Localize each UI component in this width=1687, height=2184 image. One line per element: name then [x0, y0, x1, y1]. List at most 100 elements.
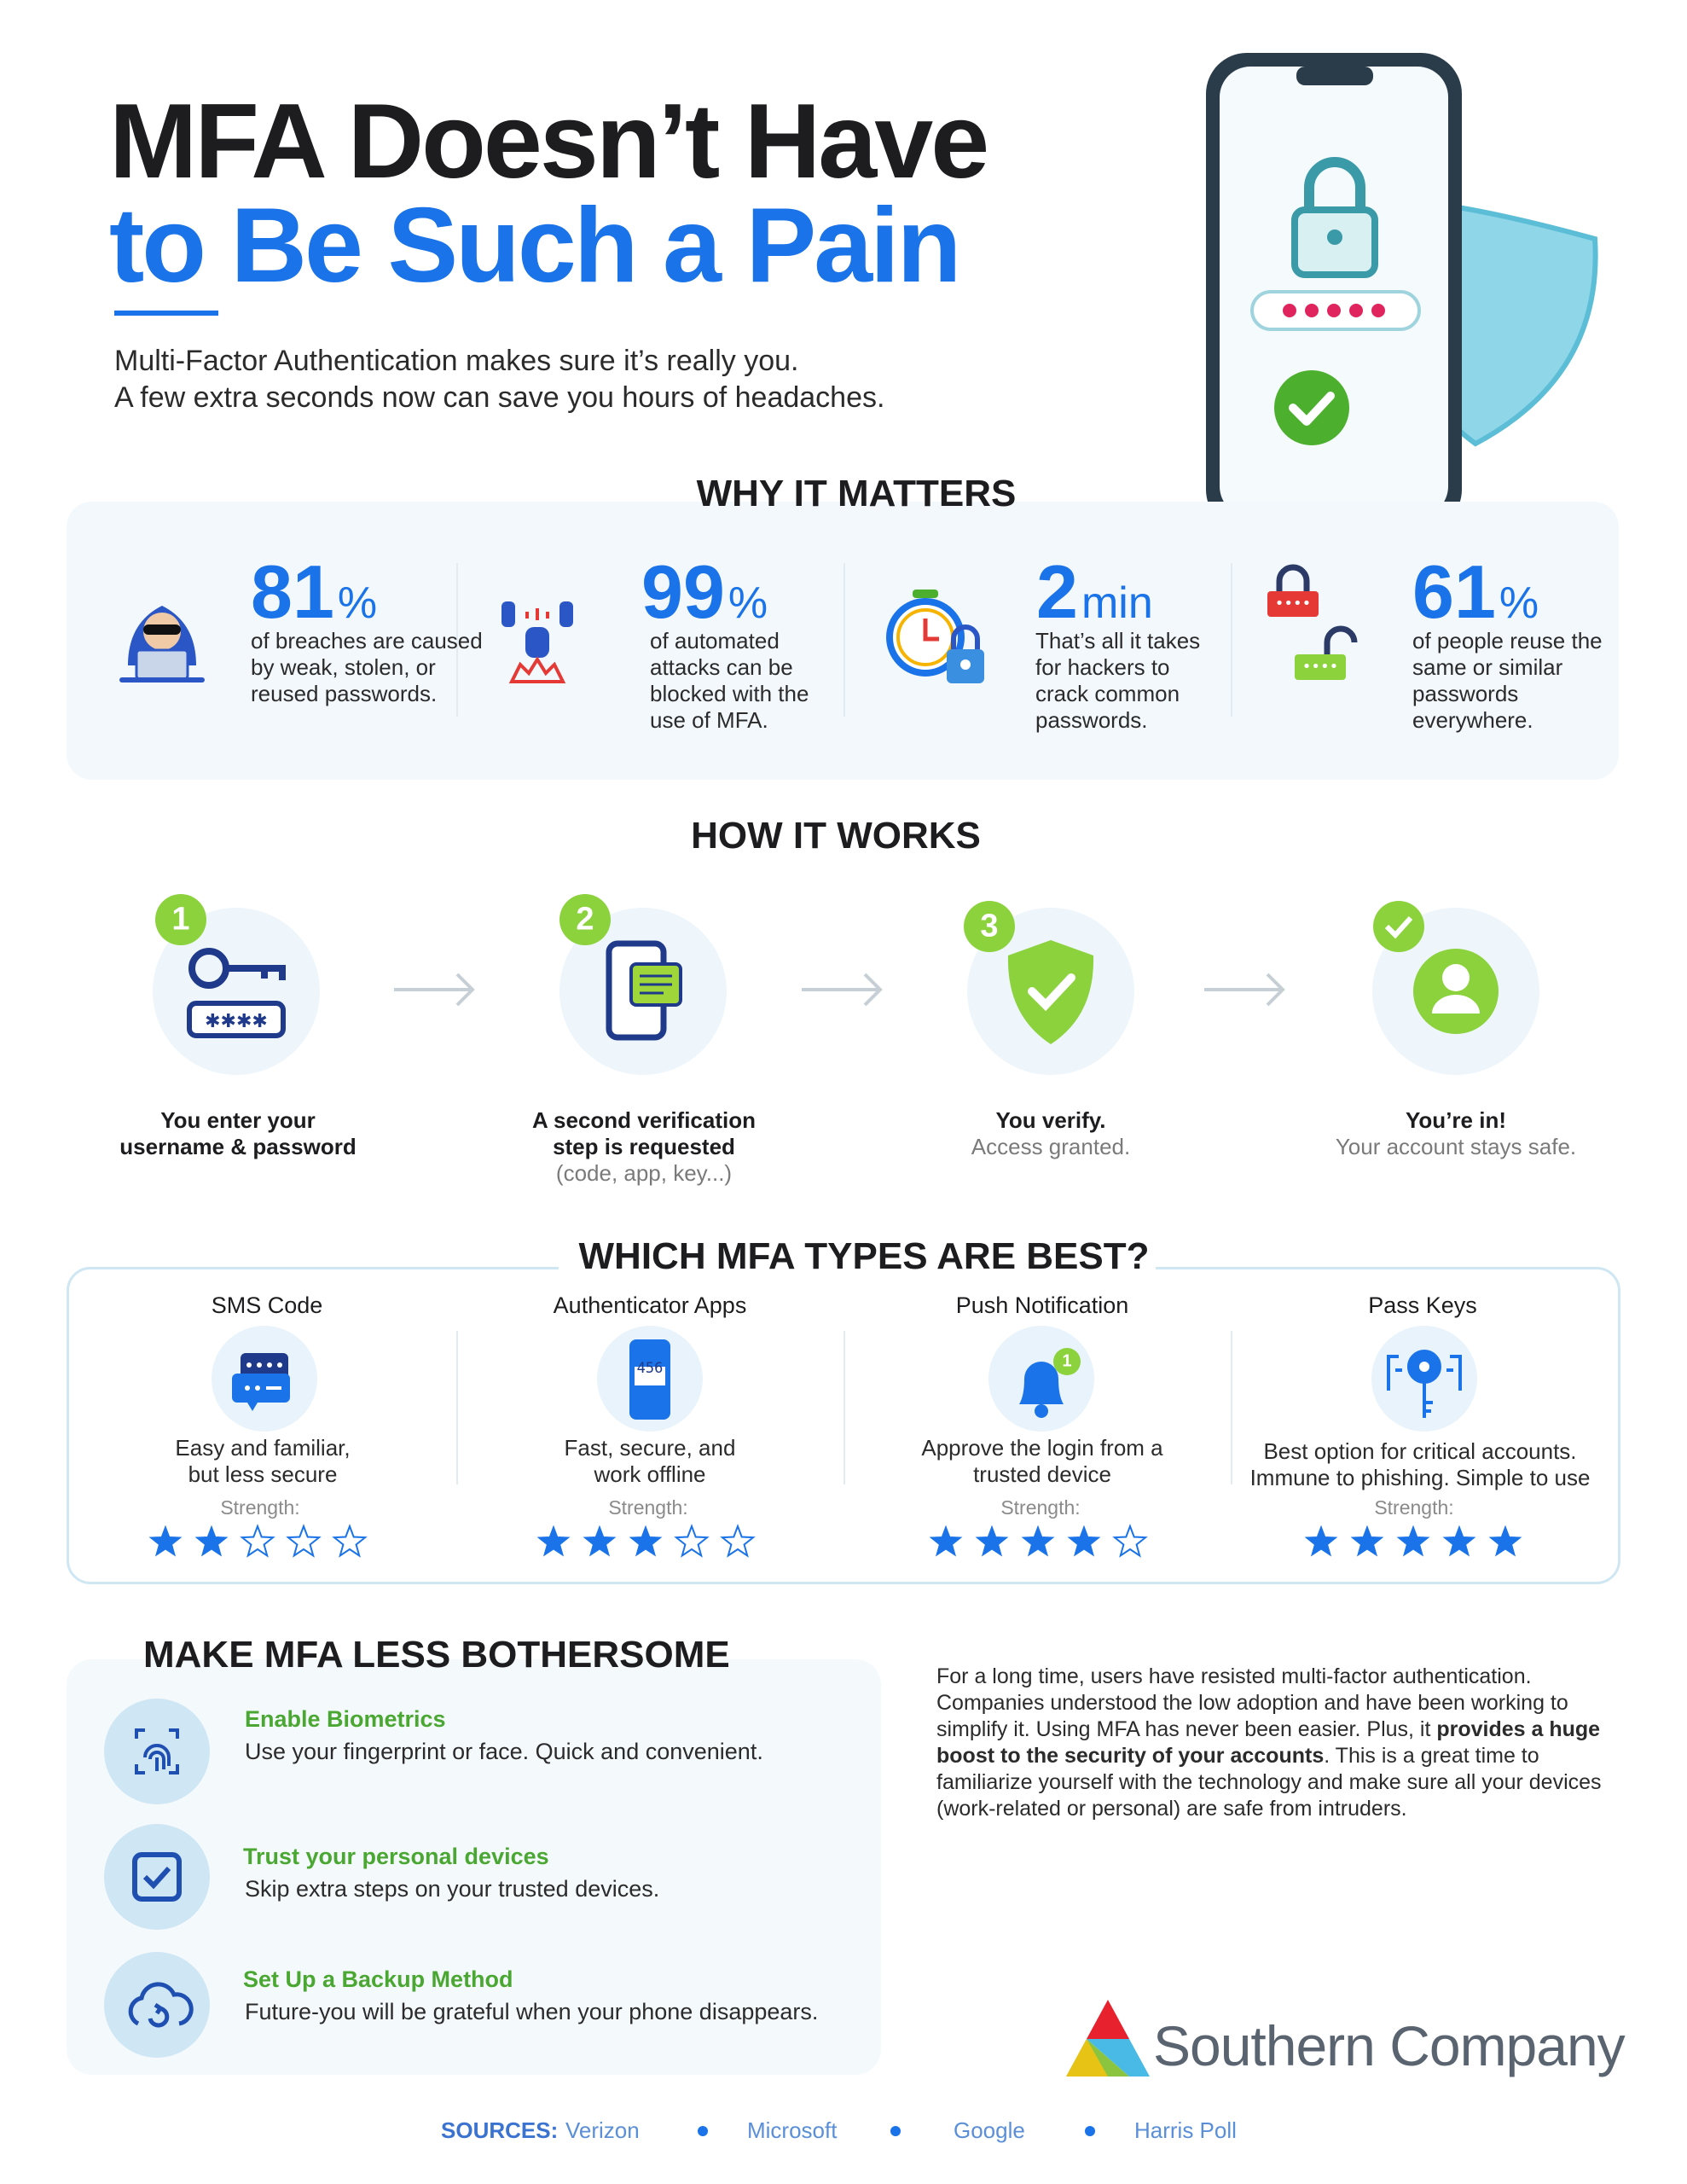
star-empty [1112, 1524, 1148, 1558]
step-number: 2 [576, 901, 594, 938]
text: A second verification step is requested [532, 1107, 756, 1159]
divider [844, 1331, 845, 1484]
strength-stars [929, 1524, 1148, 1558]
bullet [1085, 2126, 1095, 2136]
type-text: Approve the login from a trusted device [921, 1435, 1163, 1487]
text: % [1499, 578, 1539, 628]
strength-label: Strength: [1000, 1496, 1081, 1519]
tip-title: Enable Biometrics [245, 1706, 446, 1732]
type-icon-circles [212, 1326, 1477, 1432]
phone-chat-icon [606, 940, 682, 1041]
star-filled [536, 1525, 571, 1557]
icon-code: 456 [636, 1360, 664, 1377]
step-caption: You verify. Access granted. [906, 1107, 1196, 1160]
divider [1231, 563, 1232, 717]
step-caption: A second verification step is requested(… [525, 1107, 763, 1187]
divider [844, 563, 845, 717]
heading-gap [559, 1254, 1156, 1280]
text: 2 [1036, 549, 1078, 634]
text: For a long time, users have resisted mul… [936, 1664, 1568, 1741]
text: Access granted. [971, 1134, 1131, 1159]
step-arrows [394, 973, 1285, 1007]
section-heading: WHY IT MATTERS [696, 473, 1017, 514]
sources-label: SOURCES: [441, 2117, 559, 2143]
star-filled [1304, 1525, 1338, 1557]
text: 61 [1412, 549, 1496, 634]
tip-text: Skip extra steps on your trusted devices… [245, 1876, 660, 1902]
tip-text: Use your fingerprint or face. Quick and … [245, 1739, 763, 1764]
stat-text: of automated attacks can be blocked with… [650, 628, 809, 733]
star-filled [1067, 1525, 1101, 1557]
divider [1231, 1331, 1232, 1484]
text: % [728, 578, 768, 628]
tip-title: Set Up a Backup Method [243, 1966, 513, 1992]
stats-panel [67, 502, 1619, 780]
stat-number: 81% [251, 555, 377, 630]
divider [456, 1331, 458, 1484]
step-badges [155, 894, 1424, 952]
star-empty [286, 1524, 322, 1558]
text: 81 [251, 549, 334, 634]
locks-icon: •••• •••• [1267, 564, 1358, 680]
star-filled [1350, 1525, 1384, 1557]
logo-text: Southern Company [1153, 2014, 1626, 2077]
text: . This is a great time to familiarize yo… [936, 1744, 1602, 1821]
bell-icon [1019, 1348, 1081, 1418]
tip-icons [104, 1699, 210, 2058]
star-filled [975, 1525, 1009, 1557]
type-text: Fast, secure, and work offline [564, 1435, 736, 1487]
star-filled [929, 1525, 963, 1557]
svg-text:✱✱✱✱: ✱✱✱✱ [205, 1011, 268, 1032]
source: Microsoft [747, 2117, 838, 2143]
type-name: Pass Keys [1368, 1292, 1477, 1318]
star-filled [1021, 1525, 1055, 1557]
hacker-icon [119, 606, 205, 682]
fingerprint-icon [135, 1728, 179, 1774]
cloud-icon [128, 1982, 194, 2028]
attack-icon [501, 601, 573, 683]
user-icon [1413, 949, 1499, 1034]
checkbox-icon [132, 1852, 182, 1902]
star-filled [1396, 1525, 1430, 1557]
title-line: to Be Such a Pain [109, 187, 961, 305]
strength-stars [1304, 1525, 1522, 1557]
type-name: Push Notification [955, 1292, 1129, 1318]
section-heading: MAKE MFA LESS BOTHERSOME [143, 1634, 730, 1676]
text: You’re in! [1406, 1107, 1506, 1133]
strength-stars [148, 1524, 368, 1558]
check-mark [1289, 392, 1335, 426]
text: You verify. [995, 1107, 1106, 1133]
star-empty [332, 1524, 368, 1558]
lock-hole [1327, 229, 1342, 245]
strength-label: Strength: [220, 1496, 300, 1519]
type-text: Easy and familiar, but less secure [175, 1435, 351, 1487]
badge-check [1384, 915, 1413, 939]
star-filled [583, 1525, 617, 1557]
stat-text: of breaches are caused by weak, stolen, … [251, 628, 483, 706]
type-name: SMS Code [211, 1292, 323, 1318]
step-caption: You enter your username & password [114, 1107, 362, 1160]
step-number: 3 [980, 908, 999, 944]
lock-shackle [1304, 157, 1365, 213]
sms-icon [232, 1353, 290, 1411]
subtitle: A few extra seconds now can save you hou… [114, 381, 885, 414]
star-filled [629, 1525, 663, 1557]
tip-text: Future-you will be grateful when your ph… [245, 1999, 819, 2024]
notification-badge: 1 [1062, 1351, 1072, 1371]
stopwatch-icon [886, 590, 984, 683]
star-filled [1488, 1525, 1522, 1557]
strength-label: Strength: [608, 1496, 688, 1519]
star-filled [148, 1525, 183, 1557]
star-empty [720, 1524, 756, 1558]
step-number: 1 [171, 901, 190, 938]
stat-number: 61% [1412, 555, 1539, 630]
phone-illustration [1206, 53, 1598, 531]
title-underline [114, 311, 218, 316]
type-name: Authenticator Apps [553, 1292, 747, 1318]
text: provides a huge boost to the security of… [936, 1717, 1601, 1768]
paragraph: For a long time, users have resisted mul… [936, 1664, 1619, 1822]
subtitle: Multi-Factor Authentication makes sure i… [114, 345, 799, 377]
logo-mark [1066, 2000, 1150, 2077]
